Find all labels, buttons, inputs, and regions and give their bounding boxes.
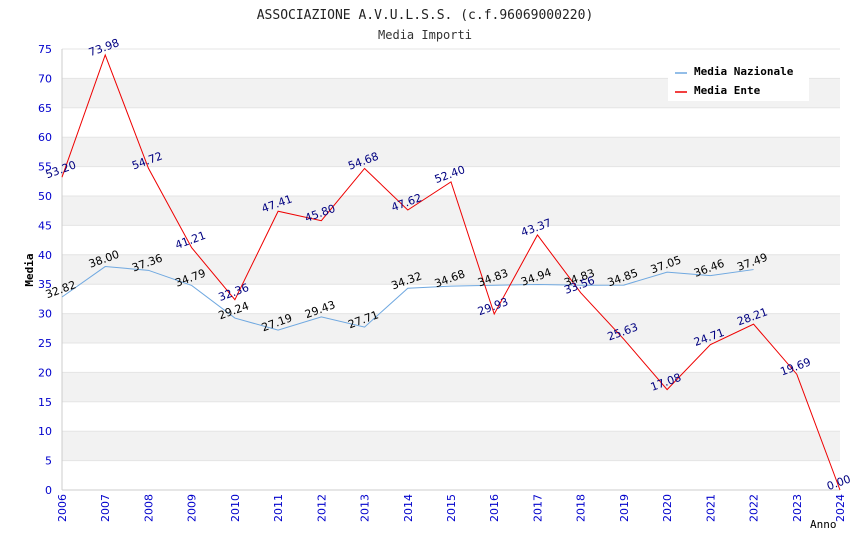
x-tick-label: 2007 <box>99 494 112 522</box>
x-tick-label: 2011 <box>272 494 285 522</box>
y-tick-label: 0 <box>45 484 52 497</box>
x-tick-label: 2024 <box>834 494 847 522</box>
x-tick-label: 2009 <box>186 494 199 522</box>
x-tick-label: 2019 <box>618 494 631 522</box>
y-axis-title: Media <box>23 253 36 286</box>
y-tick-label: 60 <box>38 131 52 144</box>
y-tick-label: 40 <box>38 249 52 262</box>
x-tick-label: 2023 <box>791 494 804 522</box>
grid-band <box>62 431 840 461</box>
x-tick-labels: 2006 2007 2008 2009 2010 2011 2012 2013 2014 2015… <box>56 494 847 522</box>
data-label: 41.21 <box>173 229 207 252</box>
legend-label-media-nazionale: Media Nazionale <box>694 65 794 78</box>
x-tick-label: 2013 <box>359 494 372 522</box>
y-tick-label: 55 <box>38 161 52 174</box>
y-tick-label: 45 <box>38 219 52 232</box>
x-tick-label: 2006 <box>56 494 69 522</box>
x-tick-label: 2021 <box>704 494 717 522</box>
data-label: 73.98 <box>87 36 121 59</box>
x-tick-label: 2018 <box>575 494 588 522</box>
x-tick-label: 2022 <box>748 494 761 522</box>
data-label: 0.00 <box>825 472 850 493</box>
y-tick-label: 5 <box>45 455 52 468</box>
series-line-media-nazionale <box>61 266 754 331</box>
grid-band <box>62 196 840 226</box>
x-tick-label: 2020 <box>661 494 674 522</box>
y-tick-label: 15 <box>38 396 52 409</box>
legend-box <box>668 60 809 101</box>
x-tick-label: 2017 <box>531 494 544 522</box>
x-tick-label: 2015 <box>445 494 458 522</box>
y-tick-label: 35 <box>38 278 52 291</box>
legend-label-media-ente: Media Ente <box>694 84 761 97</box>
x-tick-label: 2008 <box>142 494 155 522</box>
series-lines <box>61 53 841 491</box>
grid-band <box>62 254 840 285</box>
y-tick-label: 30 <box>38 308 52 321</box>
x-tick-label: 2016 <box>488 494 501 522</box>
x-axis-title: Anno <box>810 518 837 531</box>
y-tick-label: 75 <box>38 43 52 56</box>
chart-subtitle: Media Importi <box>378 28 472 42</box>
legend: Media Nazionale Media Ente <box>668 60 809 101</box>
axes <box>61 49 840 491</box>
y-tick-label: 50 <box>38 190 52 203</box>
y-tick-label: 25 <box>38 337 52 350</box>
x-tick-label: 2014 <box>402 494 415 522</box>
chart-title: ASSOCIAZIONE A.V.U.L.S.S. (c.f.960690002… <box>257 8 594 23</box>
series-line-media-ente <box>61 53 841 491</box>
y-tick-label: 10 <box>38 425 52 438</box>
x-tick-label: 2012 <box>315 494 328 522</box>
x-tick-label: 2010 <box>229 494 242 522</box>
y-tick-label: 65 <box>38 102 52 115</box>
grid-band <box>62 372 840 402</box>
y-tick-label: 70 <box>38 72 52 85</box>
grid-band <box>62 313 840 343</box>
grid-band <box>62 137 840 167</box>
plot-background-bands <box>62 78 840 461</box>
y-tick-labels: 0 5 10 15 20 25 30 35 40 45 50 55 60 65 70 75 <box>38 43 52 497</box>
y-tick-label: 20 <box>38 366 52 379</box>
